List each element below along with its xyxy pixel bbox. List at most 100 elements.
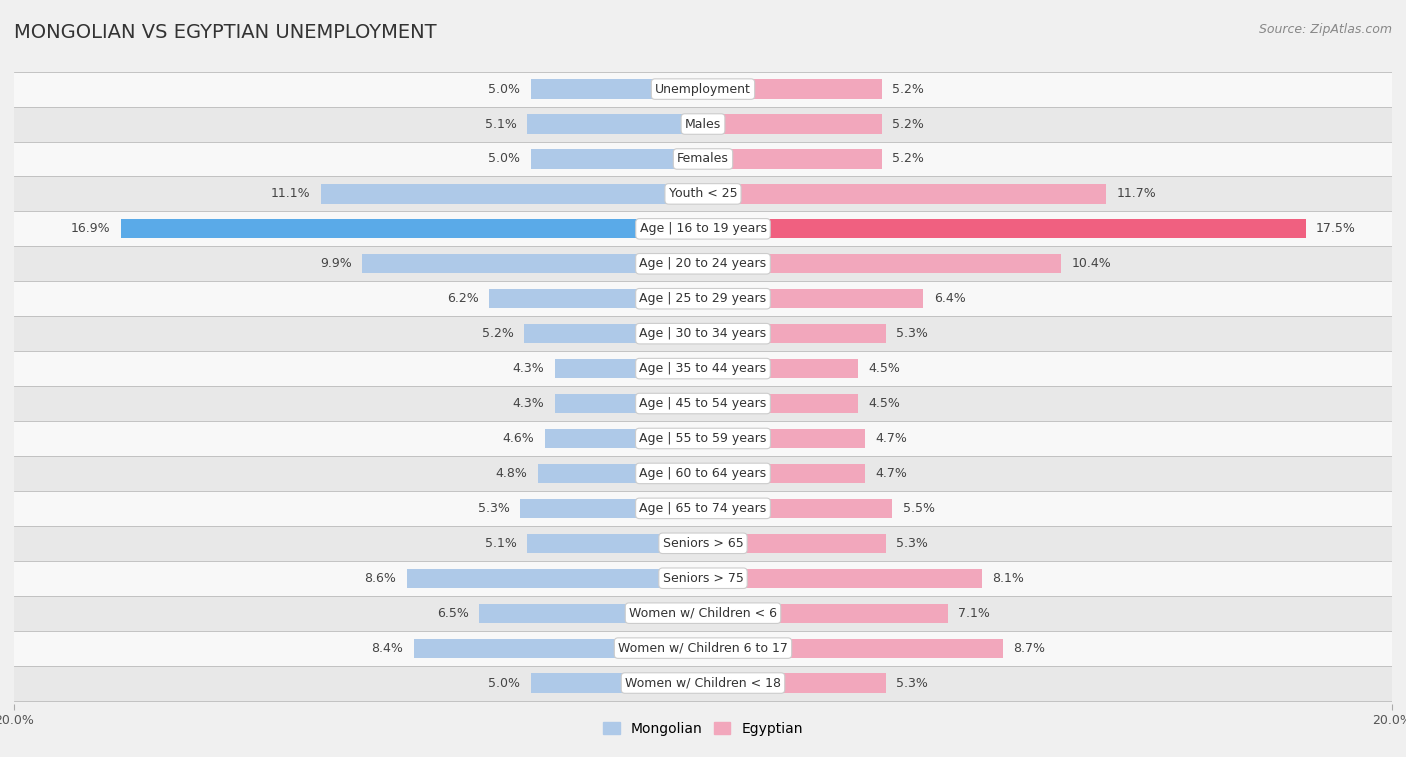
Text: Unemployment: Unemployment [655,83,751,95]
Text: 8.4%: 8.4% [371,642,404,655]
Text: Age | 16 to 19 years: Age | 16 to 19 years [640,223,766,235]
Bar [14,491,1392,526]
Bar [703,569,981,588]
Text: 5.2%: 5.2% [482,327,513,340]
Text: Youth < 25: Youth < 25 [669,188,737,201]
Text: 6.4%: 6.4% [934,292,966,305]
Bar [14,72,1392,107]
Bar [527,534,703,553]
Text: Age | 35 to 44 years: Age | 35 to 44 years [640,362,766,375]
Bar [703,289,924,308]
Bar [14,421,1392,456]
Text: 5.3%: 5.3% [478,502,510,515]
Text: 4.8%: 4.8% [495,467,527,480]
Text: 5.5%: 5.5% [903,502,935,515]
Text: 16.9%: 16.9% [70,223,111,235]
Text: 6.2%: 6.2% [447,292,479,305]
Text: Females: Females [678,152,728,166]
Text: 4.5%: 4.5% [869,397,900,410]
Text: 5.0%: 5.0% [488,152,520,166]
Text: 8.7%: 8.7% [1012,642,1045,655]
Bar [520,499,703,518]
Bar [703,220,1306,238]
Bar [703,464,865,483]
Text: Women w/ Children 6 to 17: Women w/ Children 6 to 17 [619,642,787,655]
Text: Seniors > 65: Seniors > 65 [662,537,744,550]
Text: 8.6%: 8.6% [364,572,396,584]
Bar [361,254,703,273]
Text: 5.1%: 5.1% [485,117,517,130]
Bar [489,289,703,308]
Text: 17.5%: 17.5% [1316,223,1355,235]
Bar [703,499,893,518]
Bar [14,107,1392,142]
Bar [14,246,1392,282]
Bar [703,359,858,378]
Text: 8.1%: 8.1% [993,572,1024,584]
Bar [14,561,1392,596]
Text: Age | 20 to 24 years: Age | 20 to 24 years [640,257,766,270]
Bar [14,142,1392,176]
Text: Age | 45 to 54 years: Age | 45 to 54 years [640,397,766,410]
Text: Women w/ Children < 6: Women w/ Children < 6 [628,606,778,620]
Text: 7.1%: 7.1% [957,606,990,620]
Text: 4.7%: 4.7% [875,467,907,480]
Bar [14,282,1392,316]
Text: 5.0%: 5.0% [488,677,520,690]
Bar [14,351,1392,386]
Bar [406,569,703,588]
Bar [121,220,703,238]
Bar [321,184,703,204]
Text: Males: Males [685,117,721,130]
Text: 5.1%: 5.1% [485,537,517,550]
Bar [527,114,703,134]
Text: 5.3%: 5.3% [896,327,928,340]
Text: 4.6%: 4.6% [502,432,534,445]
Text: Age | 25 to 29 years: Age | 25 to 29 years [640,292,766,305]
Bar [537,464,703,483]
Text: 4.3%: 4.3% [513,397,544,410]
Bar [703,114,882,134]
Text: Age | 30 to 34 years: Age | 30 to 34 years [640,327,766,340]
Text: 5.2%: 5.2% [893,117,924,130]
Text: Seniors > 75: Seniors > 75 [662,572,744,584]
Bar [703,429,865,448]
Text: 9.9%: 9.9% [321,257,352,270]
Text: 5.0%: 5.0% [488,83,520,95]
Bar [703,534,886,553]
Bar [14,176,1392,211]
Text: Age | 55 to 59 years: Age | 55 to 59 years [640,432,766,445]
Bar [703,638,1002,658]
Bar [14,665,1392,700]
Bar [703,79,882,98]
Bar [531,79,703,98]
Bar [14,211,1392,246]
Bar [703,324,886,343]
Text: 5.3%: 5.3% [896,537,928,550]
Bar [544,429,703,448]
Text: Age | 60 to 64 years: Age | 60 to 64 years [640,467,766,480]
Bar [703,254,1062,273]
Text: 11.1%: 11.1% [271,188,311,201]
Bar [524,324,703,343]
Bar [703,674,886,693]
Bar [531,674,703,693]
Bar [14,456,1392,491]
Text: 5.3%: 5.3% [896,677,928,690]
Text: 5.2%: 5.2% [893,83,924,95]
Bar [479,603,703,623]
Bar [703,603,948,623]
Text: 4.5%: 4.5% [869,362,900,375]
Bar [14,631,1392,665]
Text: 6.5%: 6.5% [437,606,468,620]
Bar [555,394,703,413]
Bar [14,596,1392,631]
Bar [531,149,703,169]
Bar [14,386,1392,421]
Text: MONGOLIAN VS EGYPTIAN UNEMPLOYMENT: MONGOLIAN VS EGYPTIAN UNEMPLOYMENT [14,23,437,42]
Legend: Mongolian, Egyptian: Mongolian, Egyptian [598,716,808,742]
Bar [413,638,703,658]
Bar [703,394,858,413]
Text: 11.7%: 11.7% [1116,188,1156,201]
Bar [703,184,1107,204]
